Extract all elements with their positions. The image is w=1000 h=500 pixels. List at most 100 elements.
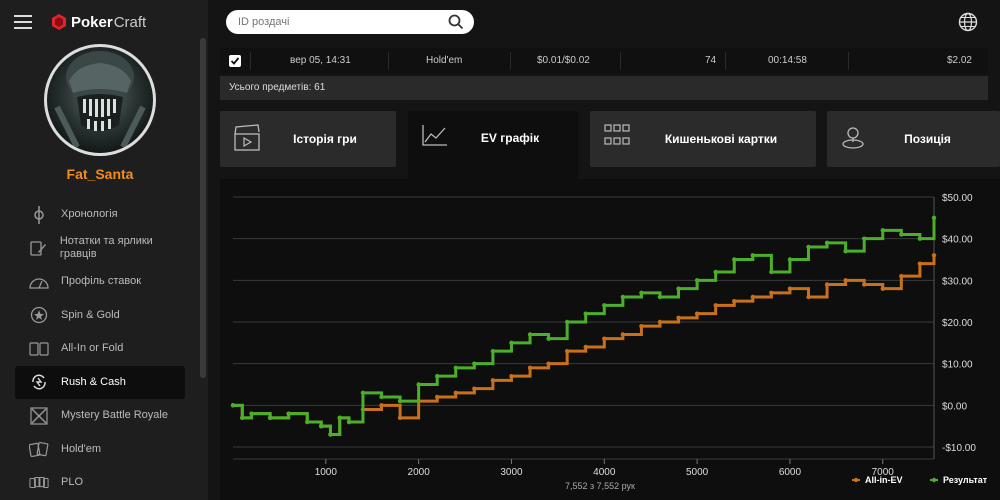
search-input[interactable] — [238, 16, 438, 28]
sidebar-item-holdem[interactable]: Hold'em — [15, 433, 185, 467]
column-divider — [388, 52, 389, 70]
series-line-Результат — [233, 217, 936, 436]
sidebar-item-timeline[interactable]: Хронологія — [15, 198, 185, 232]
grid-icon — [604, 124, 630, 145]
data-point — [435, 394, 440, 400]
data-point — [240, 415, 245, 421]
data-point — [657, 319, 663, 325]
data-point — [305, 419, 310, 425]
column-divider — [250, 52, 251, 70]
data-point — [750, 294, 756, 300]
table-row[interactable]: вер 05, 14:31 Hold'em $0.01/$0.02 74 00:… — [220, 48, 988, 74]
ev-chart[interactable]: -$10.00 $0.00 $10.00 $20.00 $30.00 $40.00 $50.… — [220, 179, 1000, 500]
sidebar-nav: Хронологія Нотатки та ярлики гравців Про… — [15, 198, 185, 500]
data-point — [861, 282, 867, 287]
data-point — [397, 415, 403, 421]
row-checkbox[interactable] — [229, 55, 241, 67]
data-point — [824, 240, 830, 246]
data-point — [527, 332, 533, 337]
sidebar-scrollbar[interactable] — [200, 38, 206, 378]
y-tick-label: $0.00 — [942, 401, 967, 412]
series-line-All-in-EV — [233, 255, 936, 436]
data-point — [249, 411, 254, 416]
sidebar-item-label: Hold'em — [61, 442, 102, 455]
sidebar-item-mystery-battle[interactable]: Mystery Battle Royale — [15, 399, 185, 433]
tab-ev-graph[interactable]: EV графік — [408, 111, 578, 179]
tab-game-history[interactable]: Історія гри — [220, 111, 396, 167]
tab-position[interactable]: Позиція — [827, 111, 1000, 167]
timeline-icon — [29, 205, 49, 225]
tab-label: Історія гри — [293, 132, 357, 146]
sidebar-item-label: Mystery Battle Royale — [61, 409, 168, 422]
avatar[interactable] — [44, 44, 156, 156]
legend-marker — [931, 477, 937, 483]
data-point — [694, 311, 700, 316]
column-divider — [848, 52, 849, 70]
data-point — [843, 248, 848, 254]
plo-icon — [29, 473, 49, 493]
holdem-icon — [29, 439, 49, 459]
x-tick-label: 1000 — [315, 467, 338, 478]
gauge-icon — [29, 272, 49, 292]
report-tabs: Історія гри EV графік Кишенькові картки … — [220, 111, 1000, 179]
data-point — [806, 244, 811, 250]
column-divider — [510, 52, 511, 70]
tab-pocket-cards[interactable]: Кишенькові картки — [590, 111, 816, 167]
x-tick-label: 7000 — [872, 467, 895, 478]
hand-count: 7,552 з 7,552 рук — [564, 481, 635, 491]
data-point — [657, 294, 663, 300]
row-hands: 74 — [705, 55, 717, 66]
sidebar-item-allin-fold[interactable]: All-In or Fold — [15, 332, 185, 366]
data-point — [435, 373, 440, 379]
tab-label: Кишенькові картки — [664, 132, 778, 146]
data-point — [931, 215, 937, 221]
y-tick-label: $40.00 — [942, 235, 973, 246]
search-box[interactable] — [226, 10, 474, 34]
data-point — [546, 336, 551, 341]
data-point — [379, 394, 384, 400]
pokercraft-logo-icon — [52, 14, 66, 30]
sidebar-item-plo[interactable]: PLO — [15, 466, 185, 500]
data-point — [713, 303, 718, 308]
data-point — [472, 386, 477, 391]
data-point — [286, 411, 291, 416]
alien-avatar-image — [54, 51, 146, 149]
sidebar-item-label: Нотатки та ярлики гравців — [59, 235, 153, 261]
data-point — [490, 348, 496, 354]
logo-suffix: Craft — [113, 13, 147, 31]
spin-icon — [29, 305, 49, 325]
sidebar-item-bet-profile[interactable]: Профіль ставок — [15, 265, 185, 299]
data-point — [509, 340, 514, 346]
sidebar-item-label: Spin & Gold — [61, 308, 120, 321]
menu-icon[interactable] — [14, 15, 32, 29]
data-point — [490, 378, 496, 383]
legend-marker — [853, 477, 859, 483]
legend-label: All-in-EV — [865, 475, 903, 485]
data-point — [732, 298, 737, 304]
data-point — [676, 286, 681, 291]
sidebar-item-spin-gold[interactable]: Spin & Gold — [15, 299, 185, 333]
data-point — [564, 348, 570, 354]
sidebar-item-rush-cash[interactable]: Rush & Cash — [15, 365, 185, 399]
data-point — [620, 332, 626, 337]
tab-label: EV графік — [480, 131, 540, 145]
data-point — [769, 269, 774, 275]
data-point — [583, 311, 588, 316]
notes-icon — [29, 238, 48, 258]
rush-icon — [29, 372, 49, 392]
data-point — [602, 303, 607, 308]
line-chart-icon — [422, 125, 447, 146]
tab-label: Позиція — [904, 132, 951, 146]
x-tick-label: 5000 — [686, 467, 709, 478]
data-point — [337, 415, 342, 421]
data-point — [931, 253, 937, 258]
data-point — [416, 382, 421, 387]
total-items: Усього предметів: 61 — [220, 76, 988, 100]
sidebar-item-notes[interactable]: Нотатки та ярлики гравців — [15, 232, 185, 266]
data-point — [267, 415, 273, 421]
data-point — [917, 236, 923, 241]
data-point — [318, 423, 324, 429]
search-icon[interactable] — [448, 14, 464, 30]
sidebar-item-label: PLO — [61, 476, 84, 489]
globe-icon[interactable] — [958, 12, 978, 32]
